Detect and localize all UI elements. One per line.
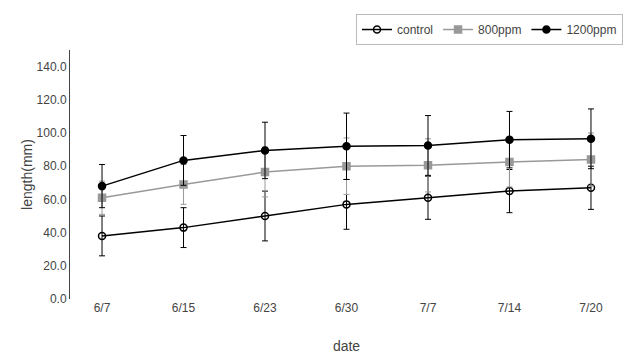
svg-text:7/14: 7/14 [498, 301, 522, 315]
svg-text:7/20: 7/20 [579, 301, 603, 315]
svg-text:7/7: 7/7 [420, 301, 437, 315]
svg-text:6/30: 6/30 [335, 301, 359, 315]
svg-text:20.0: 20.0 [43, 259, 67, 273]
svg-text:length(mm): length(mm) [19, 139, 35, 210]
svg-text:date: date [333, 338, 360, 354]
svg-text:control: control [397, 23, 433, 37]
svg-text:6/23: 6/23 [253, 301, 277, 315]
svg-text:1200ppm: 1200ppm [566, 23, 616, 37]
svg-text:120.0: 120.0 [37, 93, 67, 107]
svg-text:0.0: 0.0 [50, 292, 67, 306]
svg-text:6/15: 6/15 [172, 301, 196, 315]
svg-text:60.0: 60.0 [43, 193, 67, 207]
svg-text:40.0: 40.0 [43, 226, 67, 240]
svg-text:6/7: 6/7 [94, 301, 111, 315]
svg-text:100.0: 100.0 [37, 126, 67, 140]
svg-text:140.0: 140.0 [37, 60, 67, 74]
svg-text:80.0: 80.0 [43, 159, 67, 173]
svg-text:800ppm: 800ppm [478, 23, 521, 37]
